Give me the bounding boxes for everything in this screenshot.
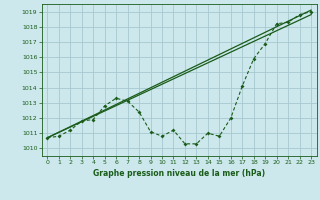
X-axis label: Graphe pression niveau de la mer (hPa): Graphe pression niveau de la mer (hPa) xyxy=(93,169,265,178)
